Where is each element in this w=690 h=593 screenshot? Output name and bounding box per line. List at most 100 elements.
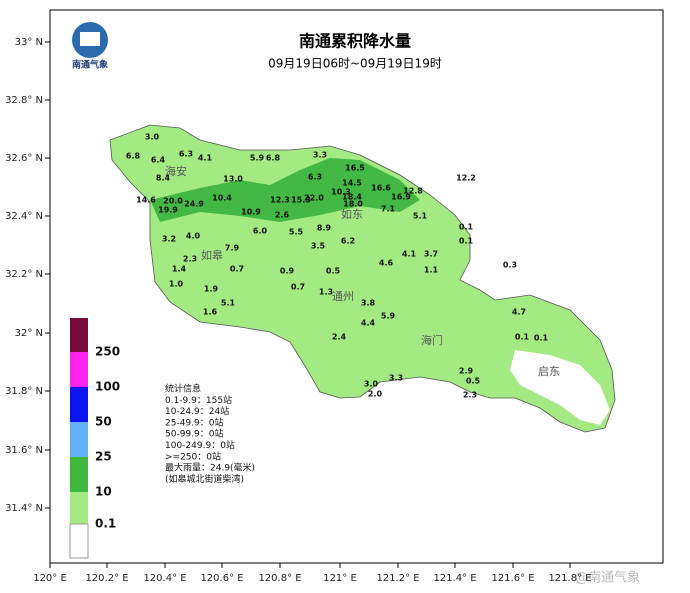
- station-value: 3.7: [424, 250, 438, 259]
- station-value: 0.7: [291, 283, 305, 292]
- x-tick-label: 121.8° E: [548, 573, 591, 584]
- station-value: 6.3: [179, 150, 193, 159]
- x-tick-label: 121° E: [323, 573, 357, 584]
- station-value: 10.4: [212, 194, 232, 203]
- station-value: 3.3: [313, 151, 327, 160]
- station-value: 6.4: [151, 156, 166, 165]
- station-value: 5.5: [289, 228, 304, 237]
- x-tick-label: 121.2° E: [376, 573, 419, 584]
- station-value: 19.9: [158, 206, 178, 215]
- logo-building: [80, 32, 100, 46]
- station-value: 4.1: [198, 154, 213, 163]
- station-value: 8.9: [317, 224, 332, 233]
- place-name: 海门: [421, 333, 443, 347]
- stat-line: 100-249.9：0站: [165, 439, 235, 451]
- y-tick-label: 31.6° N: [5, 445, 43, 456]
- place-name: 如东: [341, 207, 363, 221]
- station-value: 18.0: [343, 200, 363, 209]
- legend-label: 100: [95, 380, 120, 394]
- stat-line: 25-49.9：0站: [165, 416, 223, 428]
- x-tick-label: 120° E: [33, 573, 67, 584]
- station-value: 3.5: [311, 242, 326, 251]
- x-tick-label: 121.6° E: [491, 573, 534, 584]
- station-value: 0.9: [280, 267, 295, 276]
- place-name: 如皋: [201, 248, 223, 262]
- station-value: 15.3: [291, 196, 311, 205]
- station-value: 12.8: [403, 187, 423, 196]
- station-value: 3.2: [162, 235, 176, 244]
- station-value: 14.6: [136, 196, 156, 205]
- stat-line: 0.1-9.9：155站: [165, 394, 232, 406]
- y-tick-label: 31.4° N: [5, 503, 43, 514]
- station-value: 10.9: [241, 208, 261, 217]
- station-value: 5.9: [381, 312, 396, 321]
- station-value: 3.8: [361, 299, 376, 308]
- station-value: 7.1: [381, 205, 396, 214]
- station-value: 8.4: [156, 174, 171, 183]
- legend-swatch: [69, 523, 89, 559]
- station-value: 2.4: [332, 333, 347, 342]
- map-title: 南通累积降水量: [299, 32, 411, 51]
- legend-label: 50: [95, 415, 112, 429]
- station-value: 0.7: [230, 265, 244, 274]
- station-value: 1.4: [172, 265, 187, 274]
- legend-swatch: [70, 457, 88, 492]
- legend-swatch: [70, 318, 88, 352]
- station-value: 6.0: [253, 227, 268, 236]
- station-value: 4.0: [186, 232, 201, 241]
- station-value: 0.3: [503, 261, 517, 270]
- station-value: 5.1: [413, 212, 428, 221]
- map-subtitle: 09月19日06时~09月19日19时: [268, 57, 442, 71]
- station-value: 4.4: [361, 319, 376, 328]
- station-value: 2.3: [183, 255, 197, 264]
- station-value: 7.9: [225, 244, 240, 253]
- y-tick-label: 32.4° N: [5, 211, 43, 222]
- logo: 南通气象: [72, 22, 108, 71]
- station-value: 0.5: [466, 377, 481, 386]
- station-value: 14.5: [342, 179, 362, 188]
- station-value: 12.3: [270, 196, 290, 205]
- y-tick-label: 33° N: [15, 37, 43, 48]
- station-value: 20.0: [163, 197, 183, 206]
- station-value: 6.2: [341, 237, 355, 246]
- station-value: 18.4: [342, 193, 362, 202]
- station-value: 6.8: [266, 154, 281, 163]
- station-value: 2.9: [459, 367, 474, 376]
- station-value: 12.2: [456, 174, 476, 183]
- legend-swatch: [70, 387, 88, 422]
- station-value: 4.1: [402, 250, 417, 259]
- station-value: 2.3: [463, 391, 477, 400]
- legend-swatch: [70, 492, 88, 524]
- y-tick-label: 32.2° N: [5, 269, 43, 280]
- station-value: 5.9: [250, 154, 265, 163]
- station-value: 16.6: [371, 184, 391, 193]
- station-value: 1.9: [204, 285, 219, 294]
- station-value: 1.0: [169, 280, 184, 289]
- station-value: 4.6: [379, 259, 394, 268]
- y-tick-label: 32.8° N: [5, 95, 43, 106]
- dry-coast: [510, 350, 610, 425]
- station-value: 6.8: [126, 152, 141, 161]
- legend: [69, 318, 89, 559]
- x-tick-label: 121.4° E: [433, 573, 476, 584]
- y-tick-label: 32° N: [15, 328, 43, 339]
- station-value: 5.1: [221, 299, 236, 308]
- station-value: 3.3: [389, 374, 403, 383]
- station-value: 1.1: [424, 266, 439, 275]
- stat-line: >=250：0站: [165, 450, 221, 462]
- legend-swatch: [70, 352, 88, 387]
- watermark: @南通气象: [575, 570, 640, 586]
- legend-label: 0.1: [95, 517, 116, 531]
- legend-label: 25: [95, 450, 112, 464]
- heavy-rain-band: [150, 158, 420, 222]
- stat-line: 50-99.9：0站: [165, 428, 223, 440]
- place-name: 通州: [332, 290, 354, 303]
- station-value: 0.1: [534, 334, 549, 343]
- station-value: 6.3: [308, 173, 322, 182]
- y-tick-label: 32.6° N: [5, 153, 43, 164]
- station-value: 24.9: [184, 200, 204, 209]
- station-value: 4.7: [512, 308, 526, 317]
- stat-line: 最大雨量：24.9(毫米): [165, 462, 255, 474]
- x-tick-label: 120.2° E: [85, 573, 128, 584]
